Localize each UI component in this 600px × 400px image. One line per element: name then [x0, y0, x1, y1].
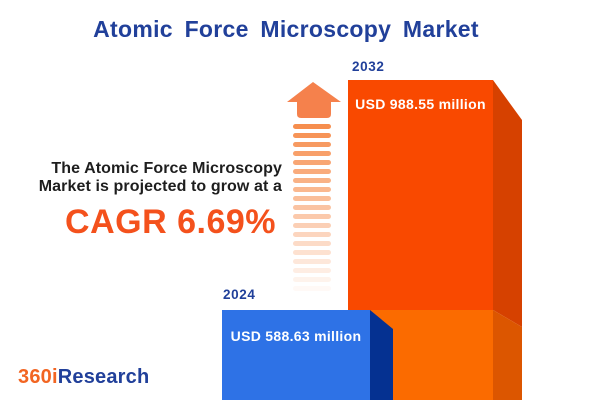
arrow-stripe — [293, 286, 331, 291]
bar-2024-front — [222, 310, 370, 400]
arrow-stripe — [293, 223, 331, 228]
arrow-stripe — [293, 124, 331, 129]
arrow-stripe — [293, 214, 331, 219]
bar-2032-front-upper — [348, 80, 493, 310]
brand-logo-360i: 360i — [18, 366, 58, 388]
year-label-2032: 2032 — [352, 59, 385, 74]
bar-value-2024: USD 588.63 million — [230, 328, 362, 344]
arrow-stripe — [293, 259, 331, 264]
growth-arrow-head — [287, 82, 341, 118]
arrow-stripe — [293, 142, 331, 147]
arrow-stripe — [293, 232, 331, 237]
arrow-stripe — [293, 196, 331, 201]
arrow-stripe — [293, 178, 331, 183]
arrow-stripe — [293, 169, 331, 174]
brand-logo-research: Research — [57, 366, 150, 388]
bar-2032-side-lower — [493, 310, 522, 400]
arrow-stripe — [293, 133, 331, 138]
cagr-value: CAGR 6.69% — [65, 203, 276, 241]
annotation-line-2: Market is projected to grow at a — [38, 178, 282, 195]
arrow-stripe — [293, 187, 331, 192]
arrow-stripe — [293, 250, 331, 255]
arrow-stripes — [293, 124, 331, 291]
page-title: Atomic Force Microscopy Market — [93, 16, 479, 42]
growth-arrow-icon — [287, 82, 341, 291]
bar-2024-side — [370, 310, 393, 400]
arrow-stripe — [293, 268, 331, 273]
bar-value-2032: USD 988.55 million — [355, 96, 486, 112]
bar-2024 — [222, 310, 393, 400]
arrow-stripe — [293, 277, 331, 282]
bar-2032-side-upper — [493, 80, 522, 327]
annotation-line-1: The Atomic Force Microscopy — [51, 160, 282, 177]
arrow-stripe — [293, 160, 331, 165]
arrow-stripe — [293, 241, 331, 246]
brand-logo: 360iResearch — [18, 366, 149, 389]
year-label-2024: 2024 — [223, 287, 256, 302]
bar-2032 — [348, 80, 522, 400]
growth-annotation: The Atomic Force Microscopy Market is pr… — [0, 160, 282, 242]
arrow-stripe — [293, 205, 331, 210]
arrow-stripe — [293, 151, 331, 156]
